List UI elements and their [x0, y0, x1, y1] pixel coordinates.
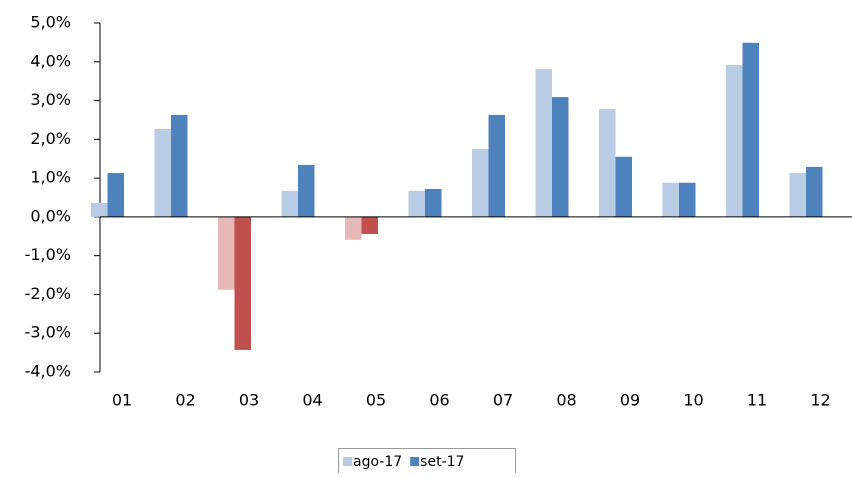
bar [408, 190, 425, 217]
y-tick-label: -1,0% [25, 245, 71, 264]
bar [171, 114, 188, 217]
x-tick-label: 01 [112, 391, 132, 410]
bar [107, 173, 124, 217]
y-tick-label: 2,0% [30, 129, 71, 148]
bar [281, 190, 298, 217]
y-tick-label: 4,0% [30, 51, 71, 70]
bar [552, 97, 569, 217]
y-tick-label: 3,0% [30, 90, 71, 109]
y-tick-label: 0,0% [30, 206, 71, 225]
legend-swatch [343, 457, 352, 466]
x-tick-label: 02 [175, 391, 195, 410]
legend-swatch [410, 457, 420, 466]
x-tick-label: 09 [620, 391, 640, 410]
bar [789, 173, 806, 217]
x-tick-label: 04 [302, 391, 322, 410]
x-tick-label: 05 [366, 391, 386, 410]
legend-label: ago-17 [353, 454, 402, 470]
bar [361, 216, 378, 234]
bar [726, 64, 743, 217]
x-tick-label: 07 [493, 391, 513, 410]
y-tick-label: -4,0% [25, 362, 71, 381]
legend-label: set-17 [420, 454, 464, 470]
x-tick-label: 03 [239, 391, 259, 410]
bar [615, 156, 632, 217]
legend-box [338, 448, 516, 477]
bar [806, 166, 823, 217]
bar [488, 114, 505, 217]
bar [91, 202, 108, 217]
bar [679, 182, 696, 217]
y-tick-label: 5,0% [30, 13, 71, 32]
bar [234, 216, 251, 350]
bar [298, 164, 315, 217]
bar [662, 182, 679, 217]
x-tick-label: 12 [810, 391, 830, 410]
x-tick-label: 11 [747, 391, 767, 410]
bar [535, 69, 552, 217]
bar [742, 42, 759, 217]
bar [599, 109, 616, 217]
bar [154, 128, 171, 217]
bar [472, 149, 489, 217]
x-tick-label: 06 [429, 391, 449, 410]
bar [345, 216, 362, 240]
x-tick-label: 10 [683, 391, 703, 410]
bar [425, 188, 442, 217]
bar [218, 216, 235, 290]
x-tick-label: 08 [556, 391, 576, 410]
y-tick-label: -2,0% [25, 284, 71, 303]
y-tick-label: 1,0% [30, 168, 71, 187]
y-tick-label: -3,0% [25, 323, 71, 342]
